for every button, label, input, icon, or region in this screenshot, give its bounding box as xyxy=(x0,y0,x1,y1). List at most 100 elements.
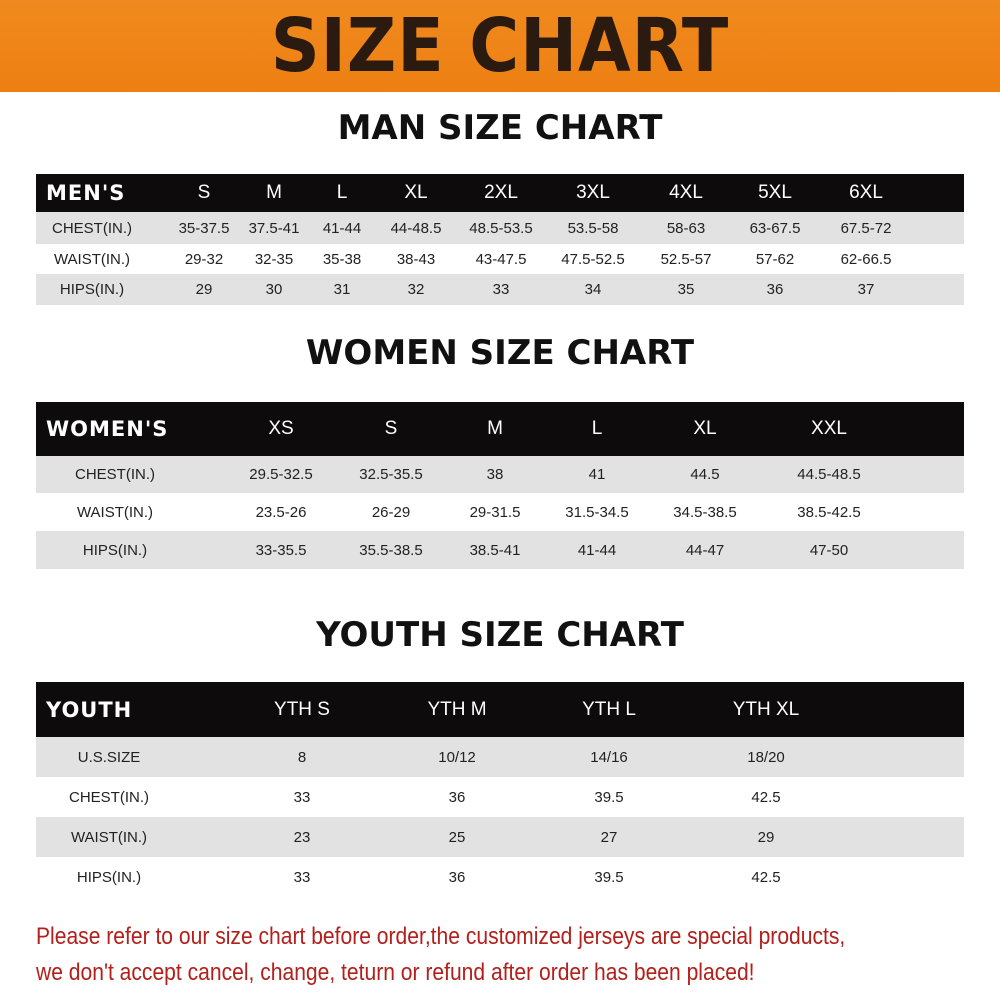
table-row: CHEST(IN.) 29.5-32.5 32.5-35.5 38 41 44.5 44.5… xyxy=(36,456,964,493)
table-row: WAIST(IN.) 23.5-26 26-29 29-31.5 31.5-34.5 34… xyxy=(36,493,964,531)
table-cell: 44.5-48.5 xyxy=(797,466,861,483)
row-label: HIPS(IN.) xyxy=(76,868,142,886)
column-header: M xyxy=(266,182,282,203)
table-row: HIPS(IN.) 33 36 39.5 42.5 xyxy=(36,857,964,897)
table-cell: 67.5-72 xyxy=(840,219,892,237)
column-header: XL xyxy=(404,182,428,203)
table-cell: 8 xyxy=(297,748,307,766)
table-cell: 36 xyxy=(448,868,466,886)
column-header: WOMEN'S xyxy=(46,417,169,441)
table-cell: 33 xyxy=(293,788,311,806)
table-cell: 52.5-57 xyxy=(660,250,712,268)
column-header: M xyxy=(487,418,503,439)
row-label: CHEST(IN.) xyxy=(69,788,149,806)
table-cell: 10/12 xyxy=(438,748,476,766)
youth-header-row: YOUTH YTH S YTH M YTH L YTH XL xyxy=(36,682,964,737)
column-header: MEN'S xyxy=(46,181,126,205)
table-cell: 47.5-52.5 xyxy=(561,250,625,268)
table-cell: 44-48.5 xyxy=(390,219,442,237)
table-cell: 35-38 xyxy=(322,250,362,268)
table-cell: 33 xyxy=(492,281,510,298)
table-cell: 35 xyxy=(677,281,695,298)
table-cell: 63-67.5 xyxy=(749,219,801,237)
table-cell: 47-50 xyxy=(809,541,849,559)
table-cell: 44.5 xyxy=(690,466,720,483)
table-cell: 34 xyxy=(584,281,602,298)
table-cell: 23 xyxy=(293,828,311,846)
table-cell: 36 xyxy=(766,281,784,298)
table-cell: 32 xyxy=(407,281,425,298)
women-size-table: WOMEN'S XS S M L XL XXL CHEST(IN.) 29.5-32.5 32.5… xyxy=(36,402,964,569)
table-cell: 27 xyxy=(600,828,618,846)
women-chart-title: WOMEN SIZE CHART xyxy=(305,333,695,373)
youth-chart-title: YOUTH SIZE CHART xyxy=(316,615,684,655)
table-cell: 29 xyxy=(195,281,213,298)
table-row: CHEST(IN.) 35-37.5 37.5-41 41-44 44-48.5 48.5… xyxy=(36,212,964,244)
table-cell: 26-29 xyxy=(371,503,411,521)
column-header: S xyxy=(197,182,211,203)
table-cell: 29 xyxy=(757,828,775,846)
table-cell: 36 xyxy=(448,788,466,806)
table-cell: 35.5-38.5 xyxy=(359,541,423,559)
table-cell: 33 xyxy=(293,868,311,886)
table-cell: 48.5-53.5 xyxy=(469,219,533,237)
table-cell: 29-32 xyxy=(184,250,224,268)
men-header-row: MEN'S S M L XL 2XL 3XL 4XL 5XL 6XL xyxy=(36,174,964,212)
notice-line-1: Please refer to our size chart before or… xyxy=(36,923,846,950)
notice-line-2: we don't accept cancel, change, teturn o… xyxy=(36,959,755,986)
row-label: HIPS(IN.) xyxy=(82,541,148,559)
table-row: WAIST(IN.) 29-32 32-35 35-38 38-43 43-47.5 47.… xyxy=(36,244,964,274)
column-header: 2XL xyxy=(484,182,518,203)
column-header: 5XL xyxy=(758,182,792,203)
table-cell: 62-66.5 xyxy=(840,250,892,268)
table-cell: 33-35.5 xyxy=(255,541,307,559)
row-label: CHEST(IN.) xyxy=(75,466,155,483)
table-cell: 41-44 xyxy=(322,219,362,237)
column-header: XL xyxy=(693,418,717,439)
column-header: XXL xyxy=(811,418,847,439)
table-cell: 37.5-41 xyxy=(248,219,300,237)
table-cell: 42.5 xyxy=(751,788,781,806)
row-label: U.S.SIZE xyxy=(77,748,141,766)
table-cell: 42.5 xyxy=(751,868,781,886)
row-label: HIPS(IN.) xyxy=(59,281,125,298)
row-label: WAIST(IN.) xyxy=(76,503,154,521)
table-cell: 34.5-38.5 xyxy=(673,503,737,521)
table-cell: 35-37.5 xyxy=(178,219,230,237)
column-header: 4XL xyxy=(669,182,703,203)
table-cell: 18/20 xyxy=(747,748,785,766)
table-cell: 41 xyxy=(588,466,606,483)
table-row: U.S.SIZE 8 10/12 14/16 18/20 xyxy=(36,737,964,777)
column-header: YTH L xyxy=(582,698,636,720)
column-header: 3XL xyxy=(576,182,610,203)
column-header: XS xyxy=(268,418,294,439)
table-cell: 58-63 xyxy=(666,219,706,237)
men-size-table: MEN'S S M L XL 2XL 3XL 4XL 5XL 6XL CHEST(IN.) 35-37… xyxy=(36,174,964,305)
table-cell: 32-35 xyxy=(254,250,294,268)
page-title: SIZE CHART xyxy=(270,3,730,89)
table-cell: 25 xyxy=(448,828,466,846)
size-chart-banner: SIZE CHART xyxy=(0,0,1000,92)
table-cell: 41-44 xyxy=(577,541,617,559)
table-row: WAIST(IN.) 23 25 27 29 xyxy=(36,817,964,857)
table-cell: 53.5-58 xyxy=(567,219,619,237)
column-header: 6XL xyxy=(849,182,883,203)
table-cell: 38.5-41 xyxy=(469,541,521,559)
youth-size-table: YOUTH YTH S YTH M YTH L YTH XL U.S.SIZE 8 10/12… xyxy=(36,682,964,897)
table-cell: 14/16 xyxy=(590,748,628,766)
table-cell: 57-62 xyxy=(755,250,795,268)
table-row: CHEST(IN.) 33 36 39.5 42.5 xyxy=(36,777,964,817)
column-header: YTH M xyxy=(427,698,487,720)
table-cell: 38 xyxy=(486,466,504,483)
men-chart-title: MAN SIZE CHART xyxy=(337,108,663,148)
table-cell: 38-43 xyxy=(396,250,436,268)
table-cell: 29-31.5 xyxy=(469,503,521,521)
table-cell: 39.5 xyxy=(594,868,624,886)
table-cell: 30 xyxy=(265,281,283,298)
table-cell: 44-47 xyxy=(685,541,725,559)
column-header: L xyxy=(591,418,603,439)
women-header-row: WOMEN'S XS S M L XL XXL xyxy=(36,402,964,456)
column-header: L xyxy=(336,182,348,203)
table-cell: 31 xyxy=(333,281,351,298)
column-header: YTH XL xyxy=(732,698,800,720)
